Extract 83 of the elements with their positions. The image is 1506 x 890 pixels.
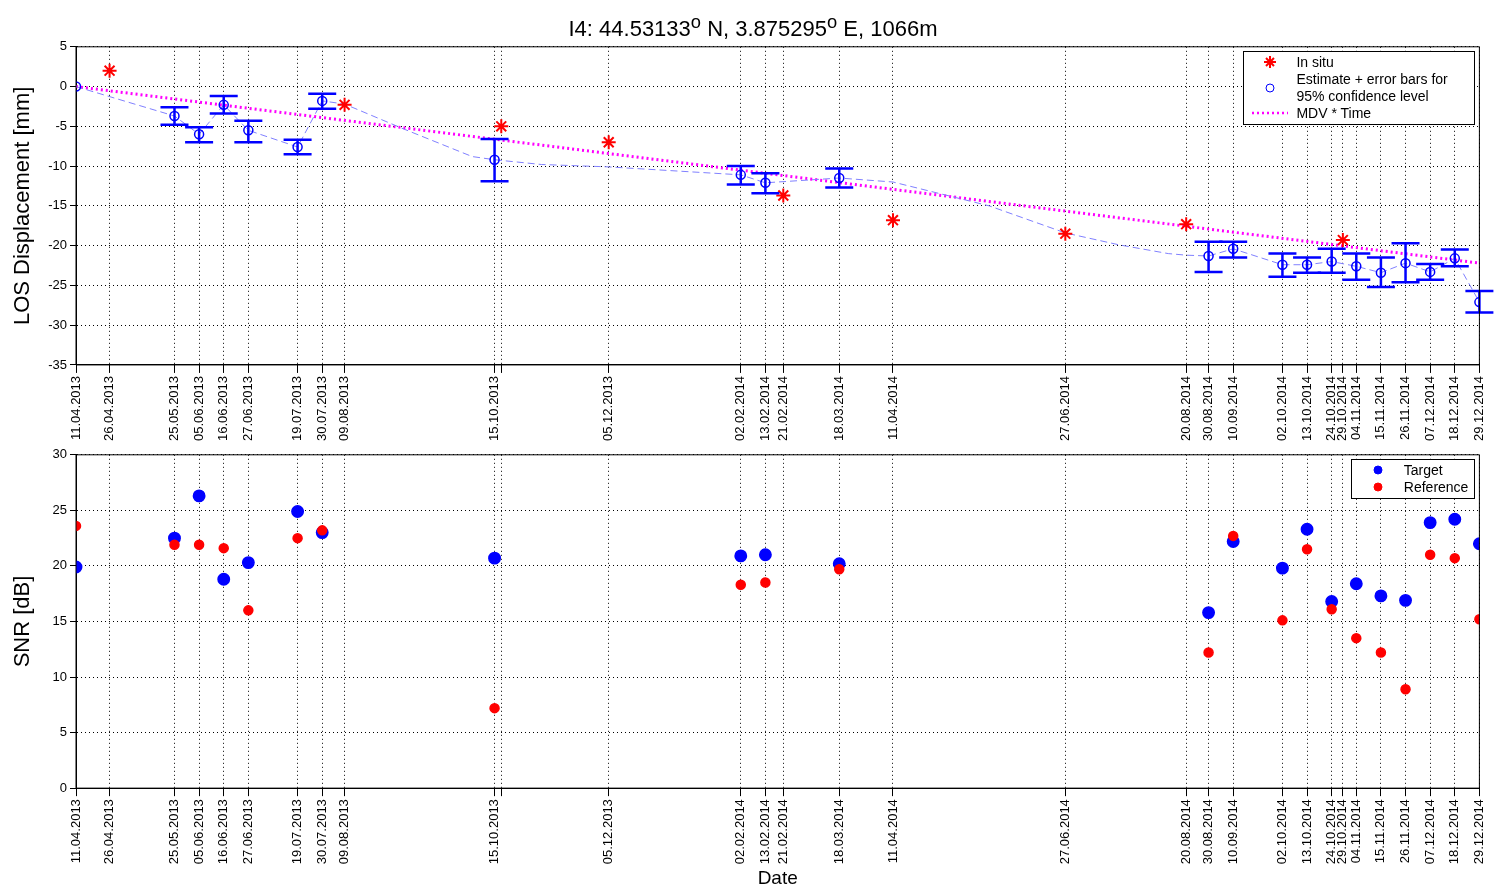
x-tick-label: 10.09.2014 <box>1224 375 1240 442</box>
x-tick-label: 25.05.2013 <box>166 375 182 442</box>
x-tick-label: 13.10.2014 <box>1298 375 1314 442</box>
x-tick-label: 18.03.2014 <box>830 375 846 442</box>
legend-label: Reference <box>1403 478 1469 496</box>
x-tick-label: 26.11.2014 <box>1397 375 1413 441</box>
y-tick-label: 15 <box>52 613 67 629</box>
x-tick-label: 02.02.2014 <box>732 799 748 865</box>
x-tick-label: 11.04.2014 <box>884 375 900 441</box>
y-tick-label: -15 <box>48 197 67 213</box>
x-tick-label: 30.08.2014 <box>1200 799 1216 865</box>
x-tick-label: 07.12.2014 <box>1421 375 1437 442</box>
x-tick-label: 19.07.2013 <box>289 799 305 865</box>
x-tick-label: 29.12.2014 <box>1470 799 1486 865</box>
x-tick-label: 13.02.2014 <box>756 375 772 442</box>
x-tick-label: 20.08.2014 <box>1177 799 1193 865</box>
x-axis-title: Date <box>757 866 798 888</box>
y-tick-label: -30 <box>48 316 67 332</box>
x-tick-label: 15.10.2013 <box>486 375 502 442</box>
x-tick-label: 29.10.2014 <box>1334 799 1350 865</box>
legend-label: MDV * Time <box>1296 104 1372 122</box>
x-tick-label: 15.11.2014 <box>1372 375 1388 441</box>
y-tick-label: 5 <box>59 724 67 740</box>
x-tick-label: 02.02.2014 <box>732 375 748 442</box>
x-tick-label: 13.10.2014 <box>1298 799 1314 865</box>
x-tick-label: 18.03.2014 <box>830 799 846 865</box>
y-tick-label: -35 <box>48 356 67 372</box>
x-tick-label: 30.08.2014 <box>1200 375 1216 442</box>
x-tick-label: 29.10.2014 <box>1334 375 1350 442</box>
y-axis-title: LOS Displacement [mm] <box>9 86 35 326</box>
x-tick-label: 05.12.2013 <box>600 375 616 442</box>
x-tick-label: 26.04.2013 <box>101 375 117 442</box>
y-tick-label: -20 <box>48 237 67 253</box>
x-tick-label: 13.02.2014 <box>756 799 772 865</box>
y-tick-label: -5 <box>55 117 67 133</box>
x-tick-label: 02.10.2014 <box>1274 799 1290 865</box>
x-tick-label: 20.08.2014 <box>1177 375 1193 442</box>
x-tick-label: 18.12.2014 <box>1446 375 1462 442</box>
x-tick-label: 21.02.2014 <box>774 375 790 442</box>
x-tick-label: 25.05.2013 <box>166 799 182 865</box>
x-tick-label: 07.12.2014 <box>1421 799 1437 865</box>
x-tick-label: 02.10.2014 <box>1274 375 1290 442</box>
y-axis-title: SNR [dB] <box>9 575 35 668</box>
x-tick-label: 05.12.2013 <box>600 799 616 865</box>
y-tick-label: -25 <box>48 276 67 292</box>
x-tick-label: 30.07.2013 <box>313 799 329 865</box>
x-tick-label: 27.06.2013 <box>239 799 255 865</box>
x-tick-label: 05.06.2013 <box>190 799 206 865</box>
y-tick-label: 0 <box>59 78 67 94</box>
y-tick-label: -10 <box>48 157 67 173</box>
y-tick-label: 25 <box>52 501 67 517</box>
x-tick-label: 11.04.2013 <box>67 375 83 441</box>
x-tick-label: 15.11.2014 <box>1372 799 1388 864</box>
x-tick-label: 18.12.2014 <box>1446 799 1462 865</box>
y-tick-label: 0 <box>59 779 67 795</box>
x-tick-label: 30.07.2013 <box>313 375 329 442</box>
legend-label: Estimate + error bars for 95% confidence level <box>1296 70 1449 105</box>
x-tick-label: 04.11.2014 <box>1347 799 1363 864</box>
legend-label: Target <box>1403 461 1443 479</box>
x-tick-label: 11.04.2013 <box>67 799 83 864</box>
x-tick-label: 26.11.2014 <box>1397 799 1413 864</box>
y-tick-label: 10 <box>52 668 67 684</box>
y-tick-label: 20 <box>52 557 67 573</box>
legend-label: In situ <box>1296 53 1334 71</box>
y-tick-label: 5 <box>59 38 67 54</box>
x-tick-label: 19.07.2013 <box>289 375 305 442</box>
x-tick-label: 16.06.2013 <box>215 799 231 865</box>
x-tick-label: 15.10.2013 <box>486 799 502 865</box>
x-tick-label: 04.11.2014 <box>1347 375 1363 441</box>
x-tick-label: 09.08.2013 <box>336 799 352 865</box>
chart-title: I4: 44.53133$^{o}$ N, 3.875295$^{o}$ E, 1066m <box>567 10 939 42</box>
x-tick-label: 16.06.2013 <box>215 375 231 442</box>
x-tick-label: 21.02.2014 <box>774 799 790 865</box>
x-tick-label: 09.08.2013 <box>336 375 352 442</box>
x-tick-label: 27.06.2014 <box>1056 375 1072 442</box>
x-tick-label: 27.06.2014 <box>1056 799 1072 865</box>
x-tick-label: 11.04.2014 <box>884 799 900 864</box>
x-tick-label: 27.06.2013 <box>239 375 255 442</box>
x-tick-label: 10.09.2014 <box>1224 799 1240 865</box>
x-tick-label: 29.12.2014 <box>1470 375 1486 442</box>
x-tick-label: 26.04.2013 <box>101 799 117 865</box>
x-tick-label: 05.06.2013 <box>190 375 206 442</box>
y-tick-label: 30 <box>52 446 67 462</box>
